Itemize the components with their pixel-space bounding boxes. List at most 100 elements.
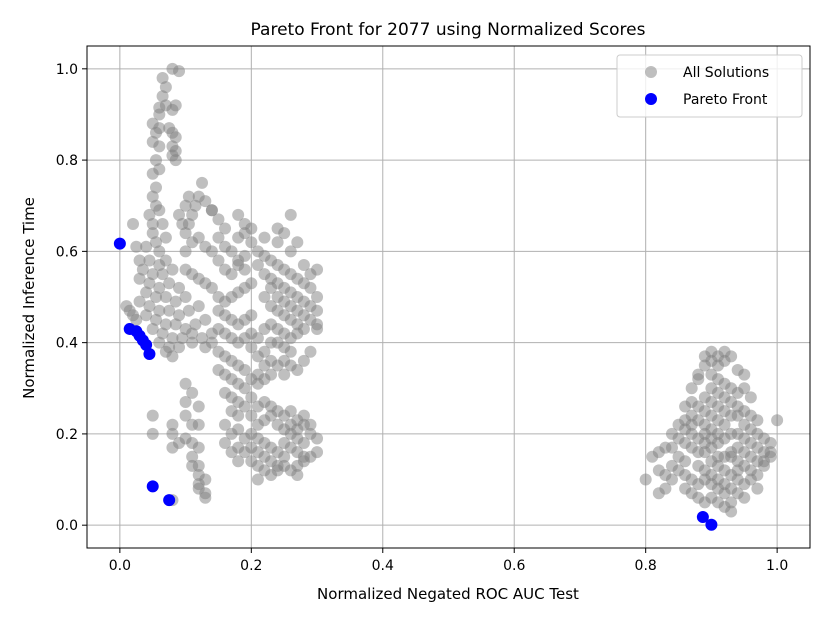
x-axis-ticks: 0.0 0.2 0.4 0.6 0.8 1.0 [109, 548, 788, 574]
legend: All Solutions Pareto Front [616, 54, 803, 118]
all-solutions-point [297, 354, 310, 367]
all-solutions-point [169, 131, 182, 144]
all-solutions-point [685, 473, 698, 486]
all-solutions-point [685, 409, 698, 422]
all-solutions-point [219, 418, 232, 431]
all-solutions-point [192, 231, 205, 244]
all-solutions-point [176, 217, 189, 230]
all-solutions-point [238, 382, 251, 395]
all-solutions-point [205, 204, 218, 217]
all-solutions-point [192, 400, 205, 413]
all-solutions-point [685, 382, 698, 395]
x-axis-label: Normalized Negated ROC AUC Test [317, 585, 579, 603]
all-solutions-point [143, 208, 156, 221]
all-solutions-point [199, 313, 212, 326]
all-solutions-point [150, 154, 163, 167]
all-solutions-point [153, 108, 166, 121]
all-solutions-point [130, 240, 143, 253]
all-solutions-point [150, 236, 163, 249]
all-solutions-point [143, 277, 156, 290]
all-solutions-point [692, 368, 705, 381]
all-solutions-point [679, 455, 692, 468]
legend-marker-all-solutions [645, 66, 657, 78]
all-solutions-point [258, 231, 271, 244]
all-solutions-point [731, 464, 744, 477]
all-solutions-point [140, 309, 153, 322]
all-solutions-point [258, 345, 271, 358]
all-solutions-point [271, 359, 284, 372]
all-solutions-point [159, 254, 172, 267]
all-solutions-point [146, 167, 159, 180]
all-solutions-point [169, 318, 182, 331]
all-solutions-point [176, 332, 189, 345]
all-solutions-point [265, 318, 278, 331]
all-solutions-point [189, 318, 202, 331]
all-solutions-point [173, 65, 186, 78]
y-tick-label: 0.2 [56, 427, 78, 443]
all-solutions-point [278, 450, 291, 463]
pareto-front-points [113, 237, 718, 531]
all-solutions-point [679, 482, 692, 495]
all-solutions-point [153, 281, 166, 294]
all-solutions-point [186, 386, 199, 399]
all-solutions-point [297, 259, 310, 272]
pareto-front-point [696, 510, 709, 523]
all-solutions-point [245, 391, 258, 404]
all-solutions-point [140, 286, 153, 299]
all-solutions-point [725, 505, 738, 518]
all-solutions-point [173, 281, 186, 294]
all-solutions-point [156, 217, 169, 230]
all-solutions-point [232, 231, 245, 244]
all-solutions-point [232, 254, 245, 267]
all-solutions-point [192, 478, 205, 491]
all-solutions-point [146, 409, 159, 422]
all-solutions-point [311, 322, 324, 335]
all-solutions-point [133, 295, 146, 308]
all-solutions-points [120, 62, 784, 518]
all-solutions-point [291, 459, 304, 472]
all-solutions-point [225, 268, 238, 281]
all-solutions-point [291, 236, 304, 249]
all-solutions-point [133, 254, 146, 267]
all-solutions-point [205, 245, 218, 258]
all-solutions-point [153, 140, 166, 153]
all-solutions-point [258, 464, 271, 477]
all-solutions-point [698, 446, 711, 459]
all-solutions-point [297, 450, 310, 463]
all-solutions-point [251, 259, 264, 272]
y-tick-label: 0.0 [56, 518, 78, 534]
all-solutions-point [146, 190, 159, 203]
all-solutions-point [725, 446, 738, 459]
all-solutions-point [130, 313, 143, 326]
all-solutions-point [245, 277, 258, 290]
all-solutions-point [127, 217, 140, 230]
all-solutions-point [143, 254, 156, 267]
all-solutions-point [166, 427, 179, 440]
all-solutions-point [232, 455, 245, 468]
all-solutions-point [169, 99, 182, 112]
all-solutions-point [212, 213, 225, 226]
all-solutions-point [189, 199, 202, 212]
x-tick-label: 0.6 [503, 558, 525, 574]
all-solutions-point [652, 464, 665, 477]
all-solutions-point [205, 281, 218, 294]
all-solutions-point [173, 341, 186, 354]
all-solutions-point [258, 359, 271, 372]
all-solutions-point [150, 313, 163, 326]
all-solutions-point [238, 432, 251, 445]
all-solutions-point [291, 364, 304, 377]
all-solutions-point [245, 455, 258, 468]
all-solutions-point [150, 181, 163, 194]
all-solutions-point [725, 496, 738, 509]
y-axis-label: Normalized Inference Time [20, 197, 38, 399]
all-solutions-point [186, 336, 199, 349]
all-solutions-point [232, 409, 245, 422]
all-solutions-point [182, 304, 195, 317]
pareto-front-point [143, 348, 156, 361]
all-solutions-point [297, 437, 310, 450]
all-solutions-point [166, 263, 179, 276]
all-solutions-point [245, 309, 258, 322]
all-solutions-point [179, 395, 192, 408]
all-solutions-point [238, 446, 251, 459]
